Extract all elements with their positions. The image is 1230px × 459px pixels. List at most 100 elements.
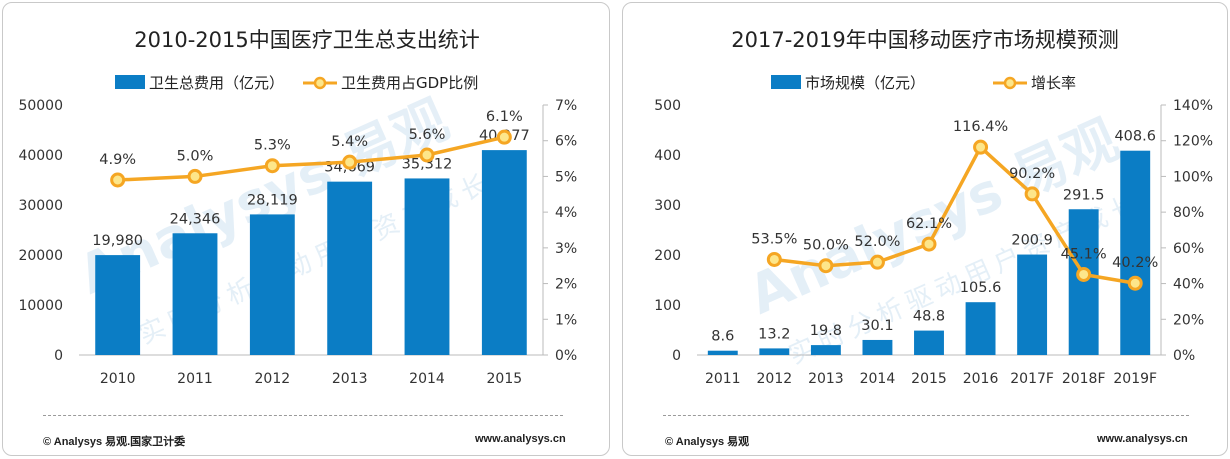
y-left-tick-label: 20000 bbox=[18, 248, 63, 264]
bar bbox=[249, 214, 295, 355]
y-right-tick-label: 1% bbox=[555, 312, 577, 328]
legend-bar-label: 卫生总费用（亿元） bbox=[149, 74, 284, 92]
line-value-label: 90.2% bbox=[1009, 166, 1055, 182]
chart-panel-left: Analysys 易观 实时分析驱动用户资产成长 2010-2015中国医疗卫生… bbox=[2, 2, 610, 456]
y-right-tick-label: 2% bbox=[555, 277, 577, 293]
line-point bbox=[921, 236, 937, 252]
legend-line-label: 增长率 bbox=[1031, 74, 1076, 92]
bar bbox=[481, 150, 527, 355]
website-url[interactable]: www.analysys.cn bbox=[475, 433, 566, 445]
y-left-tick-label: 30000 bbox=[18, 198, 63, 214]
y-right-tick-label: 140% bbox=[1173, 98, 1213, 114]
bar bbox=[810, 345, 841, 355]
line-point bbox=[496, 129, 512, 145]
y-right-tick-label: 5% bbox=[555, 169, 577, 185]
line-point bbox=[869, 254, 885, 270]
legend-bar-label: 市场规模（亿元） bbox=[805, 74, 925, 92]
line-value-label: 116.4% bbox=[953, 119, 1008, 135]
bar-value-label: 408.6 bbox=[1114, 129, 1156, 145]
bar-value-label: 19,980 bbox=[92, 233, 143, 249]
source-credit: © Analysys 易观.国家卫计委 bbox=[43, 436, 186, 448]
line-value-label: 5.6% bbox=[409, 127, 446, 143]
chart-title: 2017-2019年中国移动医疗市场规模预测 bbox=[731, 28, 1118, 52]
y-left-tick-label: 400 bbox=[654, 148, 681, 164]
y-left-tick-label: 300 bbox=[654, 198, 681, 214]
line-value-label: 5.4% bbox=[331, 134, 368, 150]
y-left-tick-label: 50000 bbox=[18, 98, 63, 114]
line-point bbox=[419, 147, 435, 163]
chart-title: 2010-2015中国医疗卫生总支出统计 bbox=[134, 28, 479, 52]
line-value-label: 4.9% bbox=[99, 152, 136, 168]
line-value-label: 62.1% bbox=[906, 216, 952, 232]
line-point bbox=[973, 139, 989, 155]
footer-divider bbox=[663, 415, 1189, 416]
bar-value-label: 19.8 bbox=[810, 323, 842, 339]
line-value-label: 53.5% bbox=[751, 231, 797, 247]
bar-value-label: 200.9 bbox=[1011, 233, 1053, 249]
x-tick-label: 2015 bbox=[911, 371, 947, 387]
y-right-tick-label: 60% bbox=[1173, 241, 1204, 257]
x-tick-label: 2014 bbox=[860, 371, 896, 387]
x-tick-label: 2019F bbox=[1113, 371, 1157, 387]
chart-panel-right: Analysys 易观 实时分析驱动用户资产成长 2017-2019年中国移动医… bbox=[622, 2, 1228, 456]
bar-value-label: 105.6 bbox=[960, 280, 1002, 296]
x-tick-label: 2017F bbox=[1010, 371, 1054, 387]
y-left-tick-label: 100 bbox=[654, 298, 681, 314]
line-point bbox=[264, 158, 280, 174]
bar bbox=[862, 339, 893, 355]
website-url[interactable]: www.analysys.cn bbox=[1097, 433, 1188, 445]
bar-value-label: 48.8 bbox=[913, 309, 945, 325]
y-left-tick-label: 40000 bbox=[18, 148, 63, 164]
y-left-tick-label: 200 bbox=[654, 248, 681, 264]
line-value-label: 50.0% bbox=[803, 238, 849, 254]
legend-line-marker bbox=[313, 76, 327, 90]
growth-line bbox=[117, 135, 505, 182]
line-point bbox=[1076, 266, 1092, 282]
x-tick-label: 2011 bbox=[177, 371, 213, 387]
bar-value-label: 28,119 bbox=[247, 192, 298, 208]
line-point bbox=[766, 251, 782, 267]
y-right-tick-label: 80% bbox=[1173, 205, 1204, 221]
x-tick-label: 2012 bbox=[757, 371, 793, 387]
x-tick-label: 2011 bbox=[705, 371, 741, 387]
x-tick-label: 2010 bbox=[100, 371, 136, 387]
y-right-tick-label: 0% bbox=[555, 348, 577, 364]
y-right-tick-label: 0% bbox=[1173, 348, 1195, 364]
bar-value-label: 8.6 bbox=[711, 329, 734, 345]
bar-value-label: 35,312 bbox=[402, 156, 453, 172]
line-value-label: 6.1% bbox=[486, 109, 523, 125]
bar bbox=[914, 330, 944, 355]
legend-line-label: 卫生费用占GDP比例 bbox=[341, 74, 478, 92]
x-tick-label: 2016 bbox=[963, 371, 999, 387]
bar-value-label: 24,346 bbox=[170, 211, 221, 227]
line-point bbox=[342, 154, 358, 170]
y-left-tick-label: 0 bbox=[672, 348, 681, 364]
bar bbox=[1017, 254, 1048, 355]
y-right-tick-label: 20% bbox=[1173, 312, 1204, 328]
legend-bar-swatch bbox=[771, 75, 801, 89]
bar bbox=[965, 302, 996, 355]
legend-line-marker bbox=[1003, 76, 1017, 90]
x-tick-label: 2013 bbox=[332, 371, 368, 387]
legend-bar-swatch bbox=[115, 75, 145, 89]
y-right-tick-label: 6% bbox=[555, 134, 577, 150]
footer-divider bbox=[43, 415, 563, 416]
bar bbox=[1068, 209, 1099, 355]
x-tick-label: 2015 bbox=[487, 371, 523, 387]
source-credit: © Analysys 易观 bbox=[665, 436, 750, 448]
growth-line bbox=[774, 145, 1136, 285]
y-right-tick-label: 7% bbox=[555, 98, 577, 114]
line-value-label: 40.2% bbox=[1112, 255, 1158, 271]
line-point bbox=[1024, 186, 1040, 202]
y-right-tick-label: 100% bbox=[1173, 169, 1213, 185]
line-value-label: 52.0% bbox=[854, 234, 900, 250]
y-right-tick-label: 40% bbox=[1173, 277, 1204, 293]
line-point bbox=[818, 258, 834, 274]
line-value-label: 5.3% bbox=[254, 138, 291, 154]
y-right-tick-label: 3% bbox=[555, 241, 577, 257]
line-point bbox=[110, 172, 126, 188]
line-point bbox=[1127, 275, 1143, 291]
x-tick-label: 2013 bbox=[808, 371, 844, 387]
